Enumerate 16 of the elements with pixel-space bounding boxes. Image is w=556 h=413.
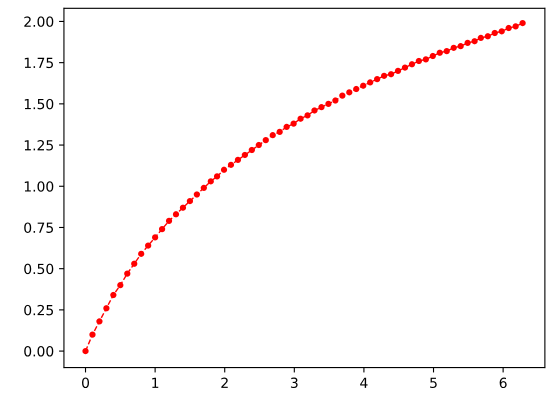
x-tick-label: 4	[360, 378, 368, 388]
y-tick-label: 2.00	[24, 16, 54, 27]
x-tick-label: 6	[500, 378, 507, 388]
x-tick-label: 1	[152, 378, 158, 388]
y-tick-label: 0.75	[24, 222, 54, 233]
y-tick-label: 0.25	[24, 304, 54, 316]
x-tick-label: 3	[290, 378, 298, 388]
x-tick-label: 0	[82, 378, 90, 388]
y-tick-label: 0.00	[24, 346, 54, 357]
x-tick-label: 2	[221, 378, 228, 388]
y-tick-label: 1.00	[24, 181, 54, 192]
y-tick-label: 1.50	[24, 98, 54, 110]
x-tick-label: 5	[430, 378, 437, 388]
y-tick-label: 0.50	[24, 264, 54, 274]
y-tick-label: 1.75	[24, 58, 54, 68]
y-tick-label: 1.25	[24, 140, 54, 151]
